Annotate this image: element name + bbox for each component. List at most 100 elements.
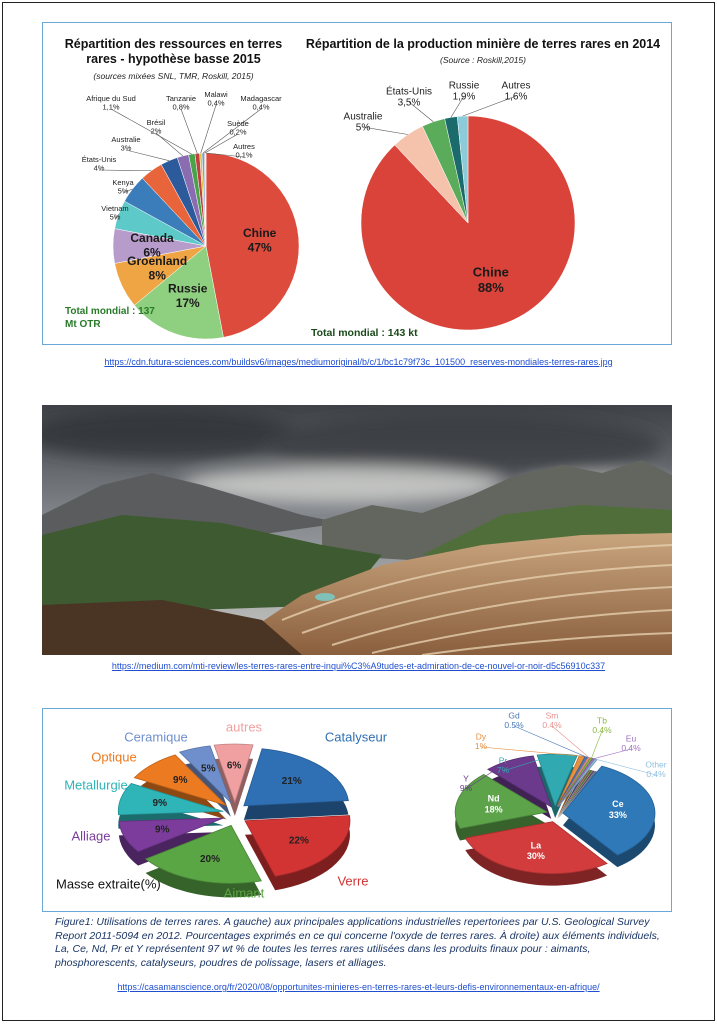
- slice-label: Malawi: [204, 90, 228, 99]
- value-label: 0,4%: [207, 98, 224, 107]
- pie-slice: [243, 748, 349, 807]
- slice-label: États-Unis: [82, 155, 117, 164]
- leader-line: [205, 152, 245, 158]
- leader-line: [591, 730, 603, 759]
- slice-label: Dy: [476, 731, 487, 741]
- pie-slice: [213, 743, 254, 804]
- value-label: 47%: [248, 240, 272, 254]
- slice-label: Eu: [626, 733, 637, 743]
- leader-line: [200, 104, 217, 154]
- leader-line: [596, 759, 657, 776]
- value-label: 2%: [151, 126, 162, 135]
- slice-label: Chine: [243, 226, 277, 240]
- slice-label: Other: [645, 759, 666, 769]
- slice-depth: [557, 769, 591, 819]
- value-label: 0.4%: [542, 720, 562, 730]
- pie-slice: [117, 783, 224, 816]
- value-label: 18%: [485, 804, 503, 814]
- value-label: 5%: [201, 764, 216, 775]
- value-label: 1%: [475, 741, 488, 751]
- slice-label: Ce: [612, 799, 624, 809]
- leader-line: [204, 133, 239, 154]
- slice-label: Australie: [344, 112, 383, 123]
- value-label: 5%: [356, 123, 371, 134]
- value-label: 4%: [94, 163, 105, 172]
- slice-depth: [558, 770, 595, 819]
- value-label: 1,1%: [102, 102, 119, 111]
- slice-label: Groenland: [127, 254, 187, 268]
- leader-line: [110, 108, 192, 155]
- value-label: 0,4%: [252, 102, 269, 111]
- leader-line: [98, 169, 152, 172]
- pie-slice: [133, 754, 227, 806]
- value-label: 8%: [149, 268, 167, 282]
- leader-line: [593, 748, 632, 759]
- pie-panel: Chine 47% Russie 17% Groenland 8% Canada 6% Viet…: [42, 22, 672, 345]
- leader-line: [551, 725, 590, 758]
- figure-caption: Figure1: Utilisations de terres rares. A…: [55, 916, 660, 969]
- pie-title: Répartition des ressources en terres rar…: [64, 37, 283, 66]
- value-label: 20%: [200, 854, 220, 865]
- source-link[interactable]: https://cdn.futura-sciences.com/buildsv6…: [104, 357, 613, 367]
- slice-label: Metallurgie: [64, 777, 128, 792]
- slice-label: autres: [226, 719, 263, 734]
- slice-label: Afrique du Sud: [86, 94, 136, 103]
- leader-line: [480, 746, 583, 757]
- value-label: 0.4%: [646, 769, 666, 779]
- slice-label: Madagascar: [240, 94, 282, 103]
- pie-charts: Chine47%Russie17%Groenland8%Canada6%Viet…: [82, 81, 576, 340]
- pie-charts-3d: Masse extraite(%) Catalyseur 21% Verre 22% Ai…: [56, 710, 667, 900]
- pie-subtitle: (sources mixées SNL, TMR, Roskill, 2015): [93, 71, 254, 81]
- slice-label: Canada: [130, 231, 174, 245]
- slice-label: Ceramique: [124, 729, 188, 744]
- slice-label: Catalyseur: [325, 729, 388, 744]
- leader-line: [408, 101, 434, 123]
- value-label: 5%: [110, 212, 121, 221]
- slice-label: États-Unis: [386, 85, 432, 98]
- pie-slice: [178, 745, 232, 804]
- value-label: 9%: [173, 775, 188, 786]
- slice-label: Y: [463, 773, 469, 783]
- slice-label: Tanzanie: [166, 94, 196, 103]
- pie-slice: [205, 152, 300, 338]
- slice-label: Aimant: [224, 885, 265, 900]
- value-label: 22%: [289, 836, 309, 847]
- value-label: 6%: [143, 245, 161, 259]
- leader-line: [180, 108, 198, 154]
- pie-slice: [133, 245, 224, 340]
- value-label: 3,5%: [398, 98, 421, 109]
- pie-subtitle: (Source : Roskill,2015): [440, 55, 526, 65]
- value-label: 1,9%: [453, 92, 476, 103]
- slice-label: Russie: [449, 81, 480, 92]
- leader-line: [450, 95, 465, 118]
- slice-label: Kenya: [112, 178, 134, 187]
- slice-label: Gd: [508, 710, 520, 720]
- source-link[interactable]: https://casamanscience.org/fr/2020/08/op…: [117, 982, 600, 992]
- pie-slice: [456, 115, 469, 224]
- value-label: 6%: [227, 761, 242, 772]
- slice-label: La: [531, 840, 542, 850]
- pie-slice: [486, 755, 553, 808]
- value-label: 0.4%: [621, 743, 641, 753]
- value-label: 3%: [121, 143, 132, 152]
- leader-line: [125, 149, 170, 161]
- pie-slice: [464, 821, 608, 874]
- leader-line: [202, 108, 262, 154]
- value-label: 9%: [153, 798, 168, 809]
- pie-slice: [244, 815, 351, 877]
- value-label: 33%: [609, 810, 627, 820]
- slice-label: Tb: [597, 715, 607, 725]
- slice-label: Sm: [546, 710, 559, 720]
- value-label: 1,6%: [505, 92, 528, 103]
- slice-label: Australie: [111, 135, 140, 144]
- leader-line: [513, 725, 587, 758]
- value-label: 30%: [527, 851, 545, 861]
- leader-line: [122, 188, 133, 194]
- source-link[interactable]: https://medium.com/mti-review/les-terres…: [111, 661, 606, 671]
- slice-label: Chine: [473, 264, 509, 279]
- pie-panel: Masse extraite(%) Catalyseur 21% Verre 22% Ai…: [42, 708, 672, 912]
- value-label: 0,1%: [235, 150, 252, 159]
- mine-photo: [42, 405, 672, 655]
- leader-line: [502, 753, 558, 772]
